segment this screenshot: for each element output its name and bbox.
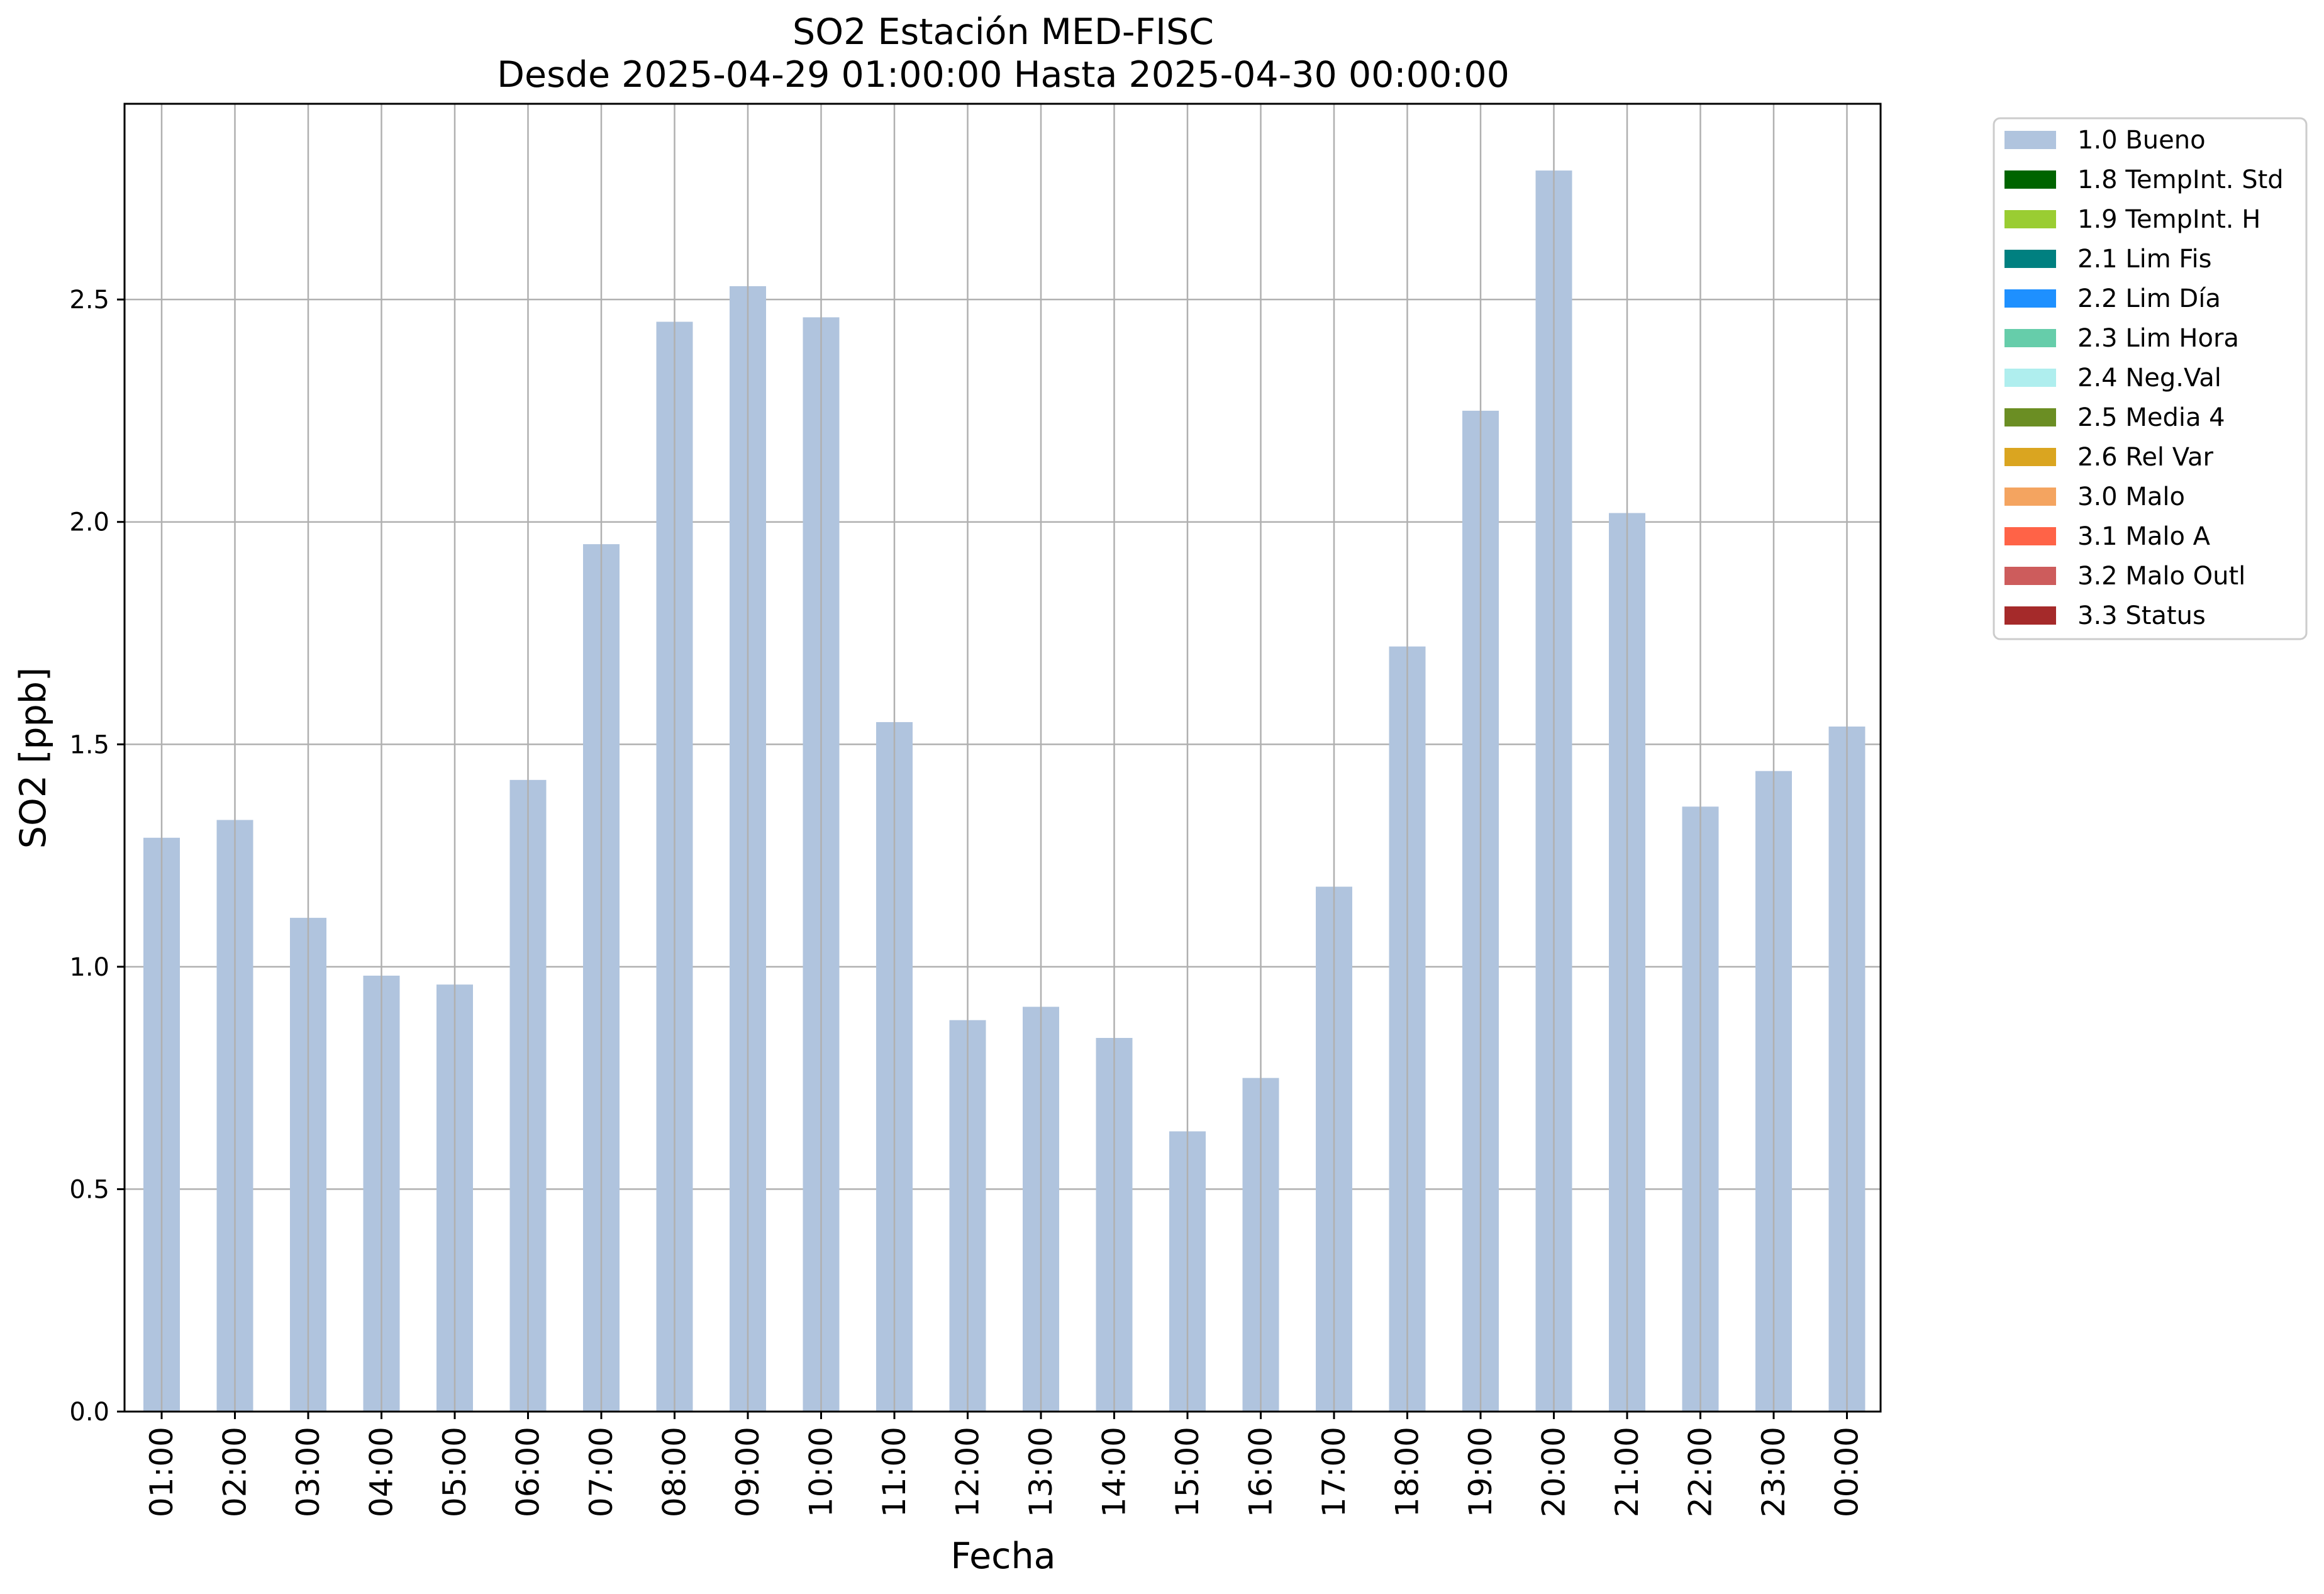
chart-title: SO2 Estación MED-FISC [792,11,1214,53]
x-tick-label: 01:00 [143,1427,180,1517]
legend: 1.0 Bueno 1.8 TempInt. Std 1.9 TempInt. H 2… [1993,117,2308,640]
x-tick-label: 15:00 [1169,1427,1206,1517]
legend-swatch [2004,448,2056,466]
legend-swatch [2004,250,2056,268]
legend-swatch [2004,131,2056,149]
x-tick-label: 05:00 [436,1427,473,1517]
y-tick-label: 0.0 [69,1398,109,1427]
legend-swatch [2004,567,2056,585]
x-tick-label: 03:00 [290,1427,326,1517]
legend-label: 3.2 Malo Outl [2077,562,2245,591]
legend-swatch [2004,210,2056,228]
x-tick-label: 20:00 [1536,1427,1572,1517]
legend-swatch [2004,606,2056,625]
legend-label: 2.4 Neg.Val [2077,364,2221,393]
legend-swatch [2004,488,2056,506]
x-tick-label: 17:00 [1316,1427,1352,1517]
legend-label: 3.0 Malo [2077,482,2185,511]
x-tick-label: 12:00 [950,1427,986,1517]
chart-subtitle: Desde 2025-04-29 01:00:00 Hasta 2025-04-… [497,54,1509,96]
legend-label: 2.5 Media 4 [2077,403,2225,432]
legend-label: 2.2 Lim Día [2077,284,2221,313]
plot-frame [123,103,1882,1413]
x-tick-label: 09:00 [730,1427,766,1517]
legend-label: 1.9 TempInt. H [2077,205,2260,234]
y-tick-label: 1.5 [69,730,109,759]
x-tick-label: 11:00 [876,1427,913,1517]
legend-swatch [2004,408,2056,426]
x-tick-label: 14:00 [1096,1427,1133,1517]
x-tick-label: 23:00 [1755,1427,1792,1517]
legend-label: 2.1 Lim Fis [2077,245,2211,274]
x-tick-label: 21:00 [1609,1427,1645,1517]
x-axis: 01:00 02:00 03:00 04:00 05:00 06:00 07:00 08:00… [143,1412,1865,1517]
y-tick-label: 2.5 [69,286,109,315]
legend-swatch [2004,527,2056,545]
legend-label: 3.1 Malo A [2077,522,2211,551]
legend-frame [1993,117,2308,640]
x-tick-label: 10:00 [803,1427,840,1517]
x-tick-label: 00:00 [1829,1427,1865,1517]
x-tick-label: 06:00 [510,1427,547,1517]
x-tick-label: 22:00 [1682,1427,1719,1517]
x-tick-label: 19:00 [1462,1427,1499,1517]
legend-label: 3.3 Status [2077,601,2206,630]
x-axis-label: Fecha [950,1535,1055,1577]
x-tick-label: 18:00 [1389,1427,1426,1517]
y-axis: 0.0 0.5 1.0 1.5 2.0 2.5 [69,286,125,1427]
x-tick-label: 04:00 [364,1427,400,1517]
legend-swatch [2004,369,2056,387]
y-tick-label: 0.5 [69,1175,109,1204]
legend-label: 1.8 TempInt. Std [2077,165,2284,194]
legend-swatch [2004,289,2056,308]
legend-label: 1.0 Bueno [2077,126,2206,155]
legend-swatch [2004,170,2056,189]
y-axis-label: SO2 [ppb] [13,667,54,849]
legend-label: 2.3 Lim Hora [2077,324,2239,353]
y-tick-label: 2.0 [69,508,109,537]
x-tick-label: 13:00 [1023,1427,1059,1517]
y-tick-label: 1.0 [69,953,109,982]
x-tick-label: 02:00 [217,1427,253,1517]
legend-label: 2.6 Rel Var [2077,443,2214,472]
vertical-gridlines [160,104,1848,1412]
x-tick-label: 07:00 [583,1427,620,1517]
x-tick-label: 16:00 [1243,1427,1279,1517]
x-tick-label: 08:00 [657,1427,693,1517]
legend-swatch [2004,329,2056,347]
